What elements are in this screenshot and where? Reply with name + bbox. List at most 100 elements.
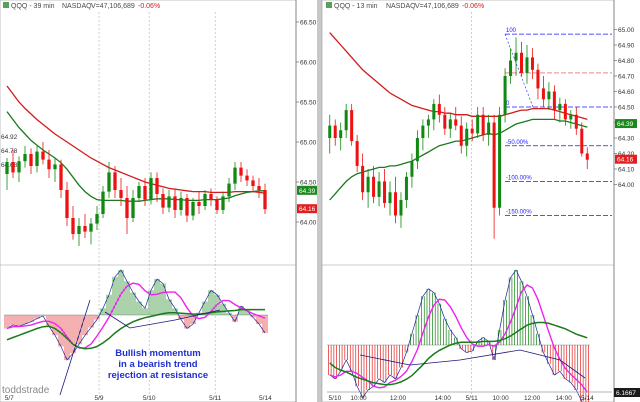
fib-level-label-3: -100.00% [506,175,532,181]
right-macd-pane [327,269,612,402]
right-candle-body [470,128,474,134]
right-candle-body [355,141,359,166]
left-price-tick-label: 65.50 [300,99,317,106]
left-price-tick-label: 66.00 [300,59,317,66]
right-fibonacci-levels: 100 0 -50.00% -100.00% -150.00% [504,28,612,216]
right-price-tick-label: 64.50 [618,104,635,111]
right-candle-body [459,125,463,146]
left-candle-body [107,172,111,192]
right-last-value-red: 64.16 [617,157,634,164]
right-candle-body [426,119,430,126]
left-candle-body [221,196,225,210]
right-candle-body [339,130,343,138]
left-candle-body [161,194,165,208]
right-candle-body [388,192,392,204]
left-candle-body [143,186,147,200]
left-candle-body [173,196,177,210]
left-price-tick-label: 64.00 [300,219,317,226]
left-moving-average-red [6,85,266,194]
left-header-swatch [3,2,9,8]
left-last-value-green-box [297,185,319,195]
left-candle-body [197,202,201,206]
left-candle-body [131,198,135,218]
right-candle-body [498,114,502,208]
left-header-change: -0.06% [138,3,160,10]
left-macd-trendline-2 [59,299,91,396]
right-price-tick-label: 64.20 [618,151,635,158]
right-small-value: 6.1667 [616,390,636,397]
left-candle-body [149,178,153,200]
left-price-label-3: 64.68 [1,162,18,169]
right-candle-body [328,125,332,138]
right-candle-body [585,153,589,160]
right-candle-body [552,91,556,111]
left-candle-body [137,186,141,198]
right-candle-body [580,128,584,154]
right-candle-body [404,176,408,200]
fib-trend-line [504,34,534,108]
right-price-pane [328,32,589,239]
left-candle-body [71,218,75,234]
right-candle-body [514,52,518,61]
left-candle-body [251,180,255,186]
right-candle-body [448,119,452,129]
right-candle-body [569,114,573,120]
right-macd-signal-line [329,284,588,393]
fib-level-label-2: -50.00% [506,140,529,146]
fib-level-label-0: 100 [506,28,517,34]
right-candle-body [520,52,524,73]
right-header-volume: V=47,106,689 [415,3,459,10]
left-candle-body [179,198,183,210]
right-moving-average-red [329,32,588,121]
right-time-axis: 5/10 10:00 12:00 14:00 5/11 10:00 12:00 14:00 5/… [329,395,595,402]
right-moving-average-green [329,118,588,201]
right-time-label: 14:00 [435,395,452,402]
right-price-tick-label: 64.10 [618,166,635,173]
left-grid [98,12,216,400]
left-macd-signal-line [6,282,266,349]
right-candle-body [399,200,403,216]
left-candle-body [101,191,105,214]
left-last-value-red: 64.16 [299,206,316,213]
left-candle-body [17,161,21,173]
left-candle-body [191,202,195,216]
left-header-volume: V=47,106,689 [91,3,135,10]
right-time-label: 5/11 [466,395,479,402]
right-candle-body [361,165,365,193]
right-candle-body [487,122,491,135]
left-price-pane [5,85,267,246]
left-macd-green-line [6,308,265,350]
left-price-axis: 66.50 66.00 65.50 65.00 64.50 64.00 [296,19,317,226]
left-candle-body [167,196,171,208]
left-macd-histogram-outline [6,269,266,361]
left-candle-body [203,194,207,206]
right-time-label: 10:00 [350,395,367,402]
right-candle-body [541,88,545,100]
right-time-label: 5/10 [329,395,342,402]
left-plot-frame [0,0,297,402]
left-chart-panel: QQQ - 39 min NASDAQ V=47,106,689 -0.06% … [0,0,319,402]
left-macd-trendline [104,309,221,329]
right-chart-panel: QQQ - 13 min NASDAQ V=47,106,689 -0.06% … [321,0,640,402]
right-candle-body [481,114,485,135]
right-candle-body [558,103,562,111]
right-candle-body [536,69,540,89]
left-chart-header: QQQ - 39 min NASDAQ V=47,106,689 -0.06% [3,2,160,10]
left-last-value-green: 64.39 [299,188,316,195]
right-price-tick-label: 64.60 [618,89,635,96]
right-price-tick-label: 65.00 [618,27,635,34]
left-macd-pane [4,269,268,396]
panel-divider[interactable] [317,0,322,402]
right-candle-body [372,176,376,197]
right-candle-body [350,110,354,142]
right-candle-body [415,138,419,162]
left-header-symbol: QQQ - 39 min [11,3,55,10]
annotation-line-1: Bullish momentum [115,348,201,359]
left-last-value-red-box [297,204,319,214]
annotation-line-3: rejection at resistance [108,370,208,381]
right-last-value-green-box [615,119,637,129]
left-candle-body [257,186,261,190]
right-candle-body [393,192,397,216]
left-candle-body [125,198,129,218]
